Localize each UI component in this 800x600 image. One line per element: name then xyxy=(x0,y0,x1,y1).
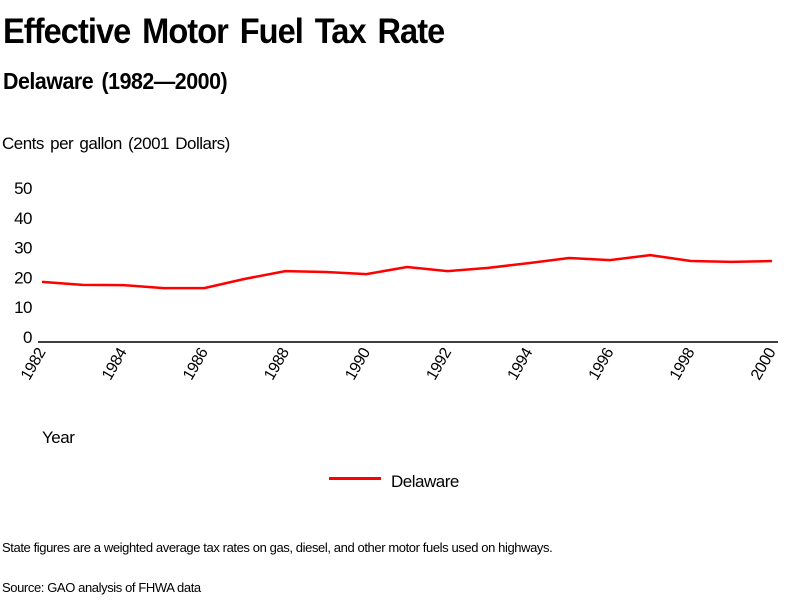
y-tick-label: 20 xyxy=(14,268,32,287)
legend-label-delaware: Delaware xyxy=(391,472,459,491)
x-tick-label: 1988 xyxy=(261,345,293,383)
y-axis-ticks: 0 10 20 30 40 50 xyxy=(14,179,32,347)
x-axis-label: Year xyxy=(42,428,75,447)
x-axis-ticks: 1982 1984 1986 1988 1990 1992 1994 1996 1998 2000 xyxy=(18,345,780,383)
y-tick-label: 40 xyxy=(14,209,32,228)
y-tick-label: 30 xyxy=(14,239,32,258)
y-axis-label: Cents per gallon (2001 Dollars) xyxy=(2,134,230,153)
series-group xyxy=(41,253,773,290)
footnote-source: Source: GAO analysis of FHWA data xyxy=(2,580,201,595)
y-tick-label: 10 xyxy=(14,298,32,317)
chart-title: Effective Motor Fuel Tax Rate xyxy=(3,12,445,51)
x-tick-label: 1994 xyxy=(505,345,537,383)
line-chart: 0 10 20 30 40 50 1982 1984 1986 1988 1990 1992 1994… xyxy=(14,179,780,383)
x-tick-label: 1996 xyxy=(586,345,618,383)
x-tick-label: 1992 xyxy=(424,345,456,383)
x-tick-label: 1990 xyxy=(342,345,374,383)
x-tick-label: 1998 xyxy=(667,345,699,383)
legend-swatch-delaware xyxy=(329,477,381,480)
footnote-note: State figures are a weighted average tax… xyxy=(2,540,553,555)
y-tick-label: 0 xyxy=(23,328,32,347)
x-tick-label: 1982 xyxy=(18,345,50,383)
x-tick-label: 1984 xyxy=(99,345,131,383)
chart-subtitle: Delaware (1982—2000) xyxy=(3,68,228,94)
y-tick-label: 50 xyxy=(14,179,32,198)
x-tick-label: 1986 xyxy=(180,345,212,383)
series-line-delaware xyxy=(41,253,773,290)
x-tick-label: 2000 xyxy=(748,345,780,383)
